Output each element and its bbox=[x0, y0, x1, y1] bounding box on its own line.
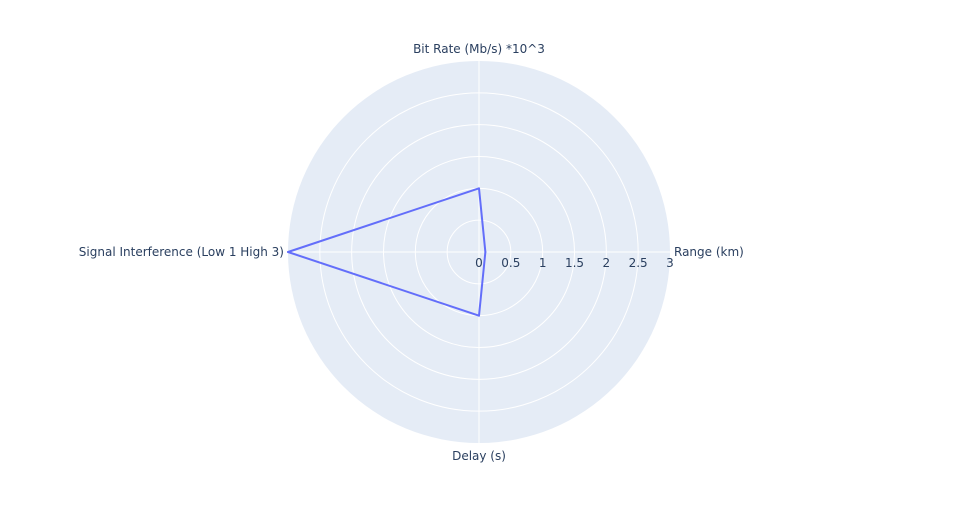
radial-tick-label: 2.5 bbox=[629, 256, 648, 270]
angular-axis-label: Range (km) bbox=[674, 245, 744, 259]
radial-tick-label: 1 bbox=[539, 256, 547, 270]
angular-grid bbox=[288, 61, 670, 443]
radial-tick-labels: 0 0.5 1 1.5 2 2.5 3 bbox=[475, 256, 674, 270]
angular-axis-label: Delay (s) bbox=[452, 449, 506, 463]
series-layer bbox=[287, 187, 487, 317]
radial-tick-label: 1.5 bbox=[565, 256, 584, 270]
radial-tick-label: 3 bbox=[666, 256, 674, 270]
angular-axis-labels: Range (km) Bit Rate (Mb/s) *10^3 Signal In… bbox=[79, 42, 744, 463]
radial-tick-label: 2 bbox=[603, 256, 611, 270]
series-point bbox=[287, 251, 289, 253]
series-point bbox=[484, 251, 487, 253]
radial-tick-label: 0.5 bbox=[501, 256, 520, 270]
radial-tick-label: 0 bbox=[475, 256, 483, 270]
series-point bbox=[478, 187, 480, 190]
angular-axis-label: Signal Interference (Low 1 High 3) bbox=[79, 245, 284, 259]
series-point bbox=[478, 314, 480, 317]
angular-axis-label: Bit Rate (Mb/s) *10^3 bbox=[413, 42, 545, 56]
